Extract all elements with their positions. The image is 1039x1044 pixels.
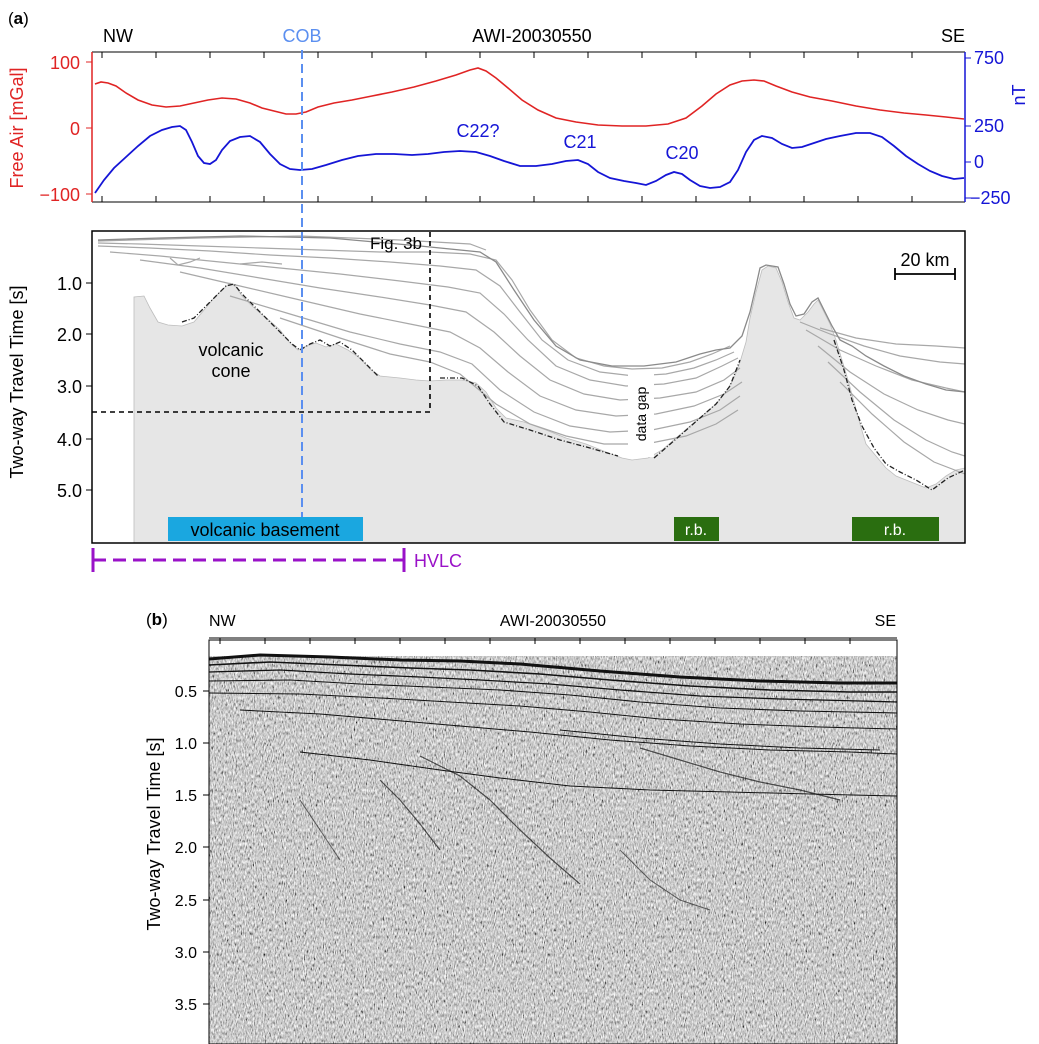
pf-bottom-ticks	[101, 196, 913, 202]
scale-bar: 20 km	[894, 250, 956, 280]
basement-top-dashed	[181, 283, 379, 377]
panel-a-label: (a)	[8, 9, 29, 28]
fig3b-label: Fig. 3b	[370, 234, 422, 253]
seafloor-reflector	[97, 235, 965, 393]
section-y-tick-label: 2.0	[57, 325, 82, 345]
section-frame	[91, 230, 966, 544]
anomaly-label-c22: C22?	[456, 121, 499, 141]
basement-top-dashed	[440, 377, 619, 457]
magnetic-axis-label: nT	[1009, 84, 1029, 105]
pf-top-ticks	[101, 52, 913, 58]
pf-left-tick-label: 100	[50, 53, 80, 73]
potential-field-plot: 100 0 −100 Free Air [mGal] 750 250 0 −25…	[7, 48, 1029, 208]
rb-bar-2	[852, 517, 939, 541]
data-gap-label: data gap	[633, 387, 649, 442]
pf-left-tick-label: −100	[39, 185, 80, 205]
basement-fill	[133, 265, 965, 543]
basement-top-dashed	[833, 339, 965, 491]
pf-right-tick-label: 0	[974, 152, 984, 172]
record-y-tick-label: 2.5	[175, 893, 197, 910]
data-gap-box	[628, 371, 654, 457]
rb-label-1: r.b.	[685, 522, 707, 539]
scale-bar-label: 20 km	[900, 250, 949, 270]
seismic-noise	[209, 656, 897, 1044]
free-air-gravity-curve	[94, 67, 965, 127]
panel-a-nw-label: NW	[103, 26, 133, 46]
anomaly-label-c20: C20	[665, 143, 698, 163]
record-y-tick-label: 1.0	[175, 736, 197, 753]
seismic-line-drawing: 1.0 2.0 3.0 4.0 5.0 Two-way Travel Time …	[7, 230, 966, 544]
record-y-axis-label: Two-way Travel Time [s]	[144, 737, 164, 930]
section-y-tick-label: 1.0	[57, 274, 82, 294]
panel-a-se-label: SE	[941, 26, 965, 46]
seismic-record: 0.5 1.0 1.5 2.0 2.5 3.0 3.5 Two-way Trav…	[144, 637, 898, 1044]
hvlc-extent: HVLC	[91, 548, 462, 572]
volcanic-basement-label: volcanic basement	[190, 520, 339, 540]
section-y-tick-label: 4.0	[57, 430, 82, 450]
rb-bar-1	[674, 517, 719, 541]
volcanic-cone-label: volcanic cone	[198, 340, 263, 381]
panel-a-profile-label: AWI-20030550	[472, 26, 591, 46]
record-y-tick-label: 0.5	[175, 684, 197, 701]
pf-left-tick-label: 0	[70, 119, 80, 139]
section-y-tick-label: 5.0	[57, 481, 82, 501]
cob-label: COB	[282, 26, 321, 46]
record-y-tick-label: 3.0	[175, 945, 197, 962]
rb-label-2: r.b.	[884, 522, 906, 539]
seismic-strong-reflectors	[209, 653, 897, 911]
record-y-tick-label: 2.0	[175, 840, 197, 857]
basement-top-dashed	[653, 359, 741, 459]
fig3b-extent-box	[92, 231, 431, 413]
pf-right-tick-label: 250	[974, 116, 1004, 136]
free-air-axis-label: Free Air [mGal]	[7, 67, 27, 188]
anomaly-label-c21: C21	[563, 132, 596, 152]
sediment-reflectors	[97, 235, 965, 475]
panel-b-nw-label: NW	[209, 613, 237, 630]
record-frame	[208, 639, 898, 1044]
panel-b-label: (b)	[146, 610, 168, 629]
pf-right-tick-label: −250	[970, 188, 1011, 208]
panel-b-se-label: SE	[875, 613, 896, 630]
section-y-tick-label: 3.0	[57, 377, 82, 397]
hvlc-label: HVLC	[414, 551, 462, 571]
panel-b-profile-label: AWI-20030550	[500, 613, 606, 630]
record-top-ticks	[219, 638, 851, 644]
section-y-axis-label: Two-way Travel Time [s]	[7, 285, 27, 478]
magnetic-anomaly-curve	[94, 125, 965, 194]
pf-right-tick-label: 750	[974, 48, 1004, 68]
record-y-tick-label: 1.5	[175, 788, 197, 805]
record-y-tick-label: 3.5	[175, 997, 197, 1014]
volcanic-basement-bar	[168, 517, 363, 541]
